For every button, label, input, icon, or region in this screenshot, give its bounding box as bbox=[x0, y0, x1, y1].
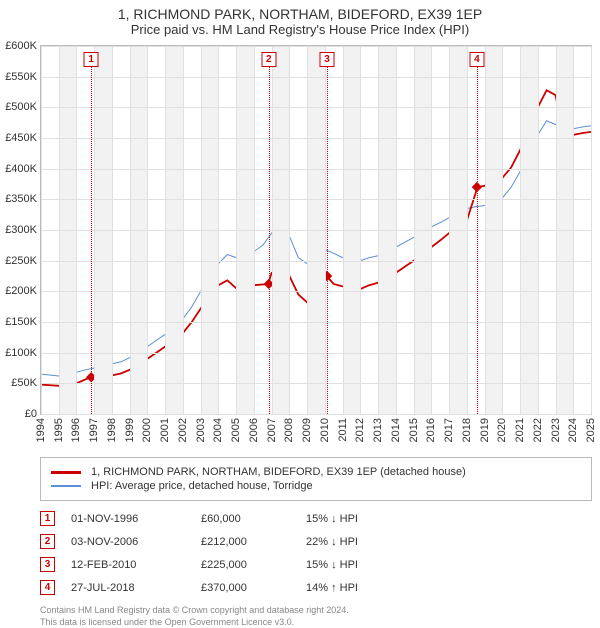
event-date: 01-NOV-1996 bbox=[71, 513, 201, 525]
x-tick: 2010 bbox=[319, 418, 331, 442]
event-list: 101-NOV-1996£60,00015% ↓ HPI203-NOV-2006… bbox=[40, 507, 592, 599]
title-block: 1, RICHMOND PARK, NORTHAM, BIDEFORD, EX3… bbox=[0, 0, 600, 37]
x-tick: 2002 bbox=[177, 418, 189, 442]
credit-line-2: This data is licensed under the Open Gov… bbox=[40, 617, 592, 628]
event-date: 03-NOV-2006 bbox=[71, 536, 201, 548]
y-tick: £100K bbox=[5, 347, 37, 359]
x-tick: 2020 bbox=[496, 418, 508, 442]
x-tick: 1996 bbox=[70, 418, 82, 442]
x-tick: 2000 bbox=[141, 418, 153, 442]
legend-swatch-price-paid bbox=[51, 471, 81, 474]
event-price: £370,000 bbox=[201, 582, 306, 594]
event-marker-box: 3 bbox=[320, 52, 335, 67]
legend-swatch-hpi bbox=[51, 485, 81, 487]
legend: 1, RICHMOND PARK, NORTHAM, BIDEFORD, EX3… bbox=[40, 457, 592, 501]
y-tick: £400K bbox=[5, 163, 37, 175]
x-tick: 1995 bbox=[53, 418, 65, 442]
event-diff: 14% ↑ HPI bbox=[306, 582, 396, 594]
x-tick: 2023 bbox=[550, 418, 562, 442]
event-marker-box: 1 bbox=[84, 52, 99, 67]
x-tick: 2005 bbox=[230, 418, 242, 442]
x-tick: 2006 bbox=[248, 418, 260, 442]
x-tick: 2004 bbox=[212, 418, 224, 442]
x-tick: 1994 bbox=[35, 418, 47, 442]
y-tick: £150K bbox=[5, 316, 37, 328]
x-tick: 2021 bbox=[514, 418, 526, 442]
legend-label-hpi: HPI: Average price, detached house, Torr… bbox=[91, 480, 313, 492]
event-diff: 15% ↓ HPI bbox=[306, 559, 396, 571]
y-tick: £50K bbox=[11, 377, 37, 389]
chart-title: 1, RICHMOND PARK, NORTHAM, BIDEFORD, EX3… bbox=[0, 6, 600, 22]
x-tick: 2008 bbox=[283, 418, 295, 442]
x-tick: 2016 bbox=[425, 418, 437, 442]
event-vline bbox=[327, 52, 328, 414]
event-price: £212,000 bbox=[201, 536, 306, 548]
event-num: 3 bbox=[40, 557, 55, 572]
event-date: 27-JUL-2018 bbox=[71, 582, 201, 594]
event-row: 3 12-FEB-2010£225,00015% ↓ HPI bbox=[40, 553, 592, 576]
x-tick: 2018 bbox=[461, 418, 473, 442]
x-tick: 1998 bbox=[106, 418, 118, 442]
event-marker-box: 2 bbox=[261, 52, 276, 67]
x-tick: 2015 bbox=[408, 418, 420, 442]
event-diff: 22% ↓ HPI bbox=[306, 536, 396, 548]
legend-item-hpi: HPI: Average price, detached house, Torr… bbox=[51, 480, 581, 492]
event-row: 2 03-NOV-2006£212,00022% ↓ HPI bbox=[40, 530, 592, 553]
event-price: £60,000 bbox=[201, 513, 306, 525]
event-marker-box: 4 bbox=[469, 52, 484, 67]
event-price: £225,000 bbox=[201, 559, 306, 571]
event-num: 1 bbox=[40, 511, 55, 526]
event-vline bbox=[91, 52, 92, 414]
y-tick: £550K bbox=[5, 71, 37, 83]
x-tick: 2025 bbox=[585, 418, 597, 442]
x-tick: 2003 bbox=[195, 418, 207, 442]
chart-container: 1, RICHMOND PARK, NORTHAM, BIDEFORD, EX3… bbox=[0, 0, 600, 620]
x-tick: 2009 bbox=[301, 418, 313, 442]
x-tick: 2001 bbox=[159, 418, 171, 442]
legend-label-price-paid: 1, RICHMOND PARK, NORTHAM, BIDEFORD, EX3… bbox=[91, 466, 466, 478]
event-date: 12-FEB-2010 bbox=[71, 559, 201, 571]
event-num: 2 bbox=[40, 534, 55, 549]
legend-item-price-paid: 1, RICHMOND PARK, NORTHAM, BIDEFORD, EX3… bbox=[51, 466, 581, 478]
x-tick: 2024 bbox=[567, 418, 579, 442]
x-tick: 2011 bbox=[337, 418, 349, 442]
chart-subtitle: Price paid vs. HM Land Registry's House … bbox=[0, 22, 600, 37]
plot-area: 1994199519961997199819992000200120022003… bbox=[40, 45, 592, 415]
x-tick: 1999 bbox=[124, 418, 136, 442]
event-diff: 15% ↓ HPI bbox=[306, 513, 396, 525]
credit: Contains HM Land Registry data © Crown c… bbox=[40, 605, 592, 628]
y-tick: £450K bbox=[5, 132, 37, 144]
event-vline bbox=[477, 52, 478, 414]
y-tick: £300K bbox=[5, 224, 37, 236]
x-tick: 1997 bbox=[88, 418, 100, 442]
y-tick: £350K bbox=[5, 193, 37, 205]
event-row: 1 01-NOV-1996£60,00015% ↓ HPI bbox=[40, 507, 592, 530]
y-tick: £250K bbox=[5, 255, 37, 267]
y-tick: £0 bbox=[25, 408, 37, 420]
x-tick: 2017 bbox=[443, 418, 455, 442]
event-num: 4 bbox=[40, 580, 55, 595]
y-tick: £600K bbox=[5, 40, 37, 52]
x-tick: 2019 bbox=[479, 418, 491, 442]
x-tick: 2022 bbox=[532, 418, 544, 442]
credit-line-1: Contains HM Land Registry data © Crown c… bbox=[40, 605, 592, 617]
y-tick: £200K bbox=[5, 285, 37, 297]
x-tick: 2012 bbox=[354, 418, 366, 442]
event-row: 4 27-JUL-2018£370,00014% ↑ HPI bbox=[40, 576, 592, 599]
x-tick: 2014 bbox=[390, 418, 402, 442]
x-tick: 2013 bbox=[372, 418, 384, 442]
y-tick: £500K bbox=[5, 101, 37, 113]
event-vline bbox=[269, 52, 270, 414]
x-tick: 2007 bbox=[266, 418, 278, 442]
